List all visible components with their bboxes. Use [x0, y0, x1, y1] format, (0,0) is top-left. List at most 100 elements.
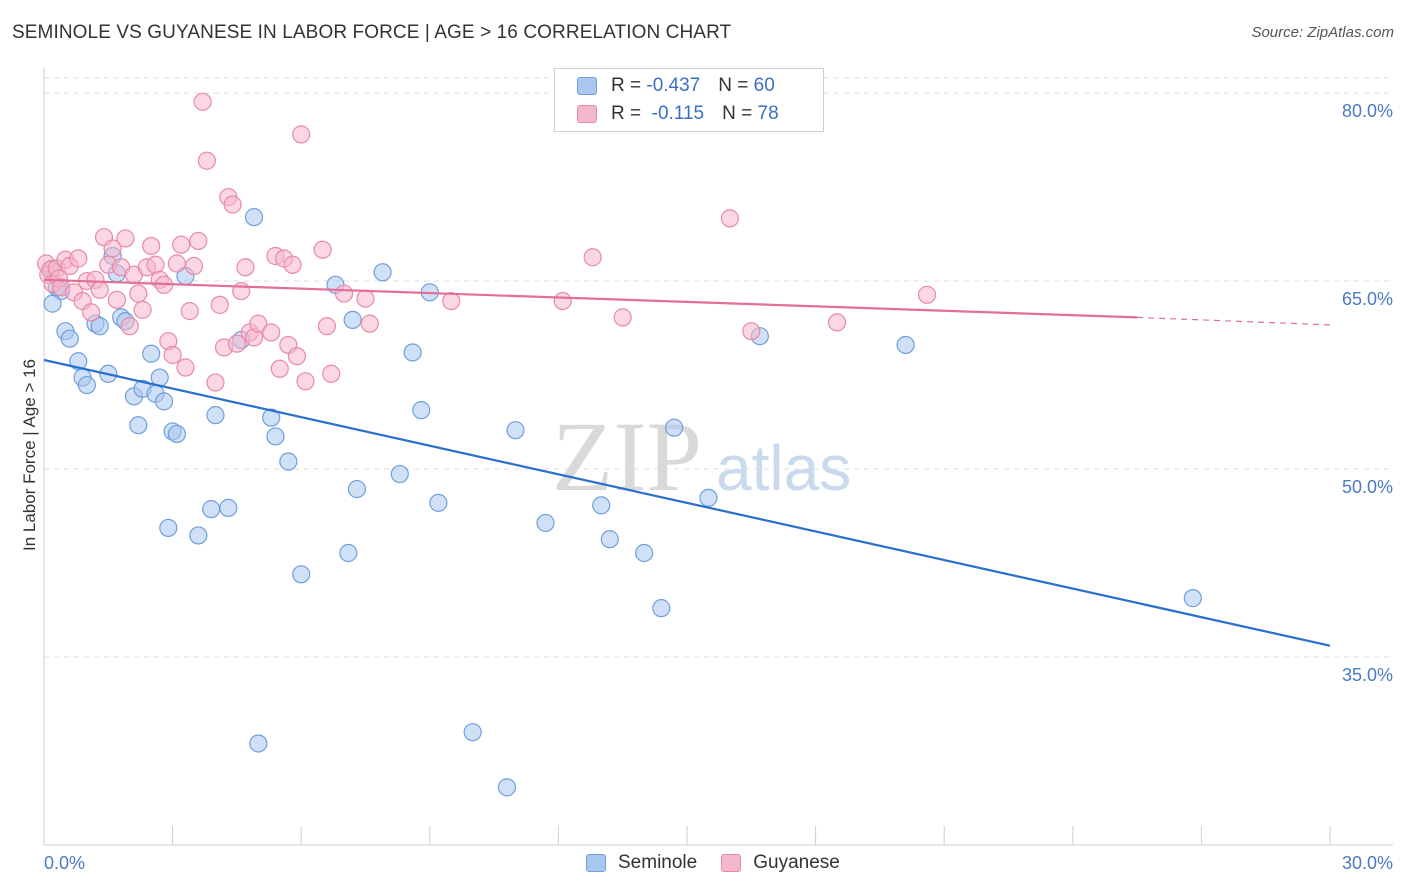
point-seminole	[90, 317, 109, 336]
point-guyanese	[553, 292, 572, 311]
gridlines	[44, 77, 1393, 658]
legend-swatch-seminole	[577, 77, 597, 95]
point-seminole	[159, 518, 178, 538]
y-tick-label: 35.0%	[1342, 665, 1393, 685]
y-tick-label: 80.0%	[1342, 101, 1393, 121]
watermark-zip: ZIP	[552, 401, 702, 512]
legend-swatch-guyanese	[577, 105, 597, 123]
point-guyanese	[120, 317, 139, 336]
point-guyanese	[206, 373, 225, 392]
x-tick-label-max: 30.0%	[1342, 853, 1393, 873]
point-seminole	[463, 723, 482, 742]
point-guyanese	[133, 300, 152, 319]
trendline-guyanese-extension	[1137, 316, 1331, 326]
point-seminole	[262, 408, 281, 427]
point-guyanese	[90, 280, 109, 299]
legend-swatch-guyanese	[721, 854, 742, 872]
point-seminole	[202, 500, 221, 519]
legend-row-guyanese: R = -0.115 N = 78	[577, 101, 779, 127]
point-seminole	[167, 424, 186, 444]
point-seminole	[347, 479, 367, 499]
point-seminole	[339, 543, 358, 563]
source-label: Source: ZipAtlas.com	[1251, 24, 1394, 41]
point-guyanese	[442, 292, 461, 311]
point-guyanese	[262, 323, 281, 342]
point-seminole	[390, 464, 409, 484]
point-seminole	[77, 375, 96, 395]
x-tick-labels: 0.0% 30.0%	[44, 853, 1393, 873]
point-guyanese	[322, 364, 341, 383]
point-guyanese	[356, 289, 375, 308]
point-guyanese	[107, 290, 126, 309]
point-seminole	[279, 452, 298, 471]
legend-r-label: R =	[611, 103, 647, 124]
point-seminole	[497, 778, 517, 797]
legend-item-guyanese: Guyanese	[721, 852, 840, 874]
y-tick-label: 50.0%	[1342, 477, 1393, 497]
point-guyanese	[720, 209, 739, 228]
legend-label-guyanese: Guyanese	[753, 852, 840, 873]
legend-r-label: R =	[611, 75, 647, 96]
point-seminole	[635, 543, 654, 563]
point-guyanese	[142, 236, 161, 256]
point-guyanese	[69, 249, 88, 268]
legend-r-value-guyanese: -0.115	[646, 103, 705, 124]
point-seminole	[665, 418, 684, 437]
point-guyanese	[287, 347, 307, 366]
point-guyanese	[146, 255, 165, 274]
point-seminole	[343, 310, 362, 329]
point-guyanese	[180, 302, 199, 321]
y-tick-label: 65.0%	[1342, 289, 1393, 309]
point-guyanese	[172, 235, 191, 254]
point-seminole	[43, 294, 62, 313]
point-guyanese	[103, 239, 122, 258]
point-seminole	[699, 488, 718, 507]
point-seminole	[292, 565, 311, 584]
x-tick-label-min: 0.0%	[44, 853, 85, 873]
trendlines	[43, 278, 1331, 647]
point-guyanese	[223, 195, 242, 214]
point-guyanese	[184, 256, 204, 276]
point-guyanese	[116, 229, 135, 248]
point-seminole	[403, 343, 422, 362]
point-seminole	[600, 530, 619, 549]
legend-label-seminole: Seminole	[618, 852, 698, 873]
legend-item-seminole: Seminole	[586, 852, 697, 874]
legend-n-value-seminole: 60	[753, 75, 775, 96]
point-guyanese	[163, 345, 182, 365]
point-seminole	[592, 496, 611, 515]
point-seminole	[506, 421, 525, 440]
point-seminole	[206, 406, 225, 425]
point-seminole	[412, 401, 431, 420]
point-seminole	[536, 513, 555, 533]
point-seminole	[60, 329, 79, 348]
trendline-seminole	[43, 358, 1331, 647]
point-guyanese	[917, 285, 937, 304]
point-guyanese	[129, 284, 148, 303]
legend-n-value-guyanese: 78	[757, 103, 779, 124]
correlation-legend: R = -0.437 N = 60 R = -0.115 N = 78	[554, 68, 824, 132]
point-seminole	[219, 498, 238, 517]
point-guyanese	[82, 303, 101, 322]
trendline-guyanese	[43, 278, 1138, 319]
axes	[43, 68, 1393, 846]
point-seminole	[249, 734, 268, 753]
watermark-atlas: atlas	[716, 432, 851, 504]
legend-row-seminole: R = -0.437 N = 60	[577, 73, 775, 99]
point-guyanese	[360, 314, 379, 333]
point-seminole	[1183, 589, 1202, 608]
point-seminole	[373, 263, 392, 282]
point-guyanese	[232, 281, 251, 301]
chart-title: SEMINOLE VS GUYANESE IN LABOR FORCE | AG…	[12, 22, 732, 43]
point-seminole	[154, 392, 174, 411]
point-guyanese	[313, 240, 332, 259]
point-seminole	[652, 599, 671, 618]
point-guyanese	[583, 248, 602, 267]
point-guyanese	[197, 151, 216, 170]
series-legend: Seminole Guyanese	[586, 852, 864, 874]
point-seminole	[266, 427, 285, 446]
point-seminole	[896, 335, 915, 355]
point-guyanese	[210, 295, 229, 314]
point-seminole	[244, 208, 264, 227]
